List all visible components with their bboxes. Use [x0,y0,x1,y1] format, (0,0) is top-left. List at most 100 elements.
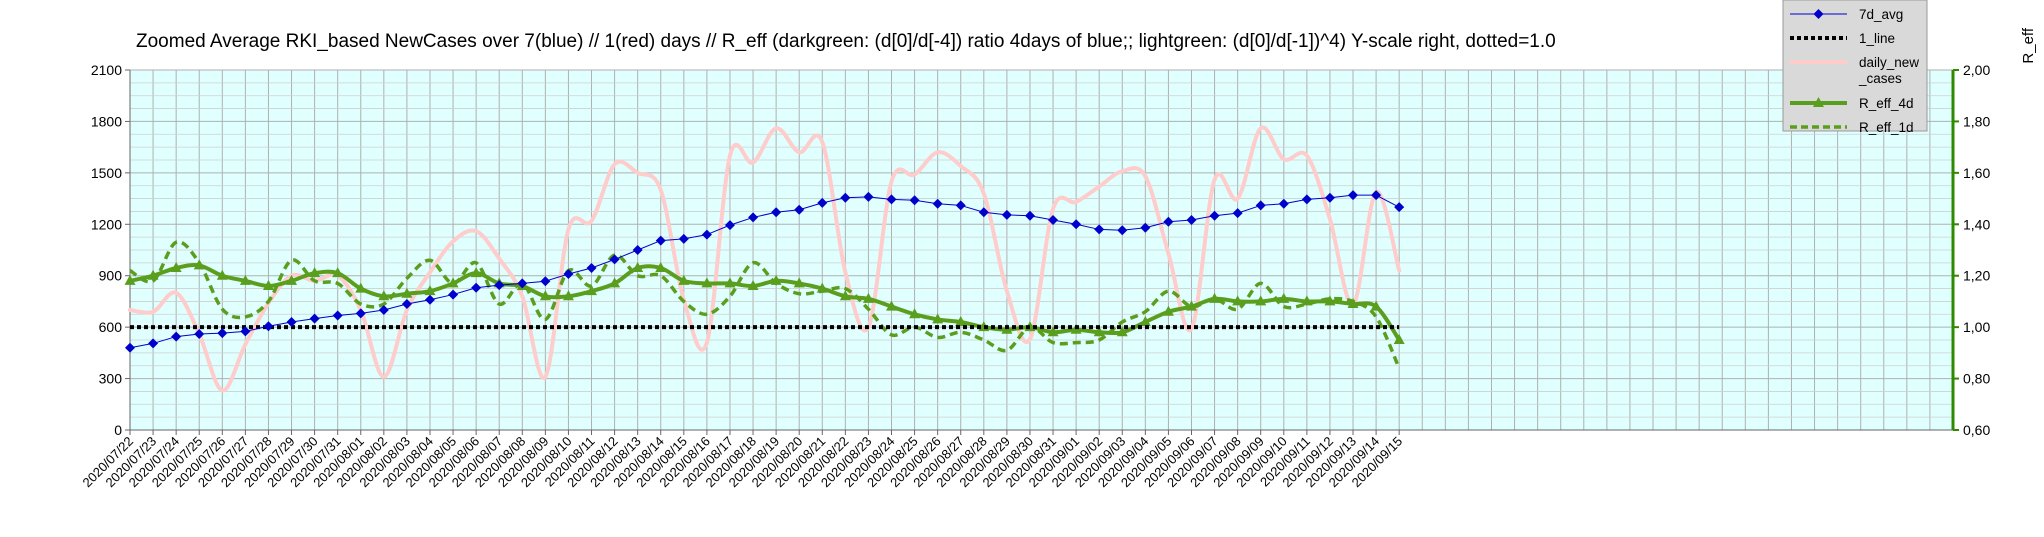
data-point-R-eff-4d [401,287,413,298]
legend-entry-R-eff-4d: R_eff_4d [1790,96,1914,111]
data-point-7d-avg [448,289,459,300]
data-point-7d-avg [1371,190,1382,201]
data-point-7d-avg [794,204,805,215]
y-axis-left: 0 300 600 900 1200 1500 1800 2100 [91,62,131,438]
y-tick-label: 2100 [91,62,122,78]
data-point-7d-avg [632,245,643,255]
y2-tick-label: 0,60 [1963,422,1990,438]
data-point-7d-avg [194,329,205,339]
y-tick-label: 900 [99,268,123,284]
data-point-R-eff-4d [632,262,644,272]
data-point-7d-avg [1394,202,1405,213]
data-point-R-eff-4d [770,274,782,285]
data-point-7d-avg [424,294,435,305]
legend-label: _cases [1858,71,1902,86]
data-point-7d-avg [609,254,620,265]
data-point-7d-avg [1209,210,1220,221]
y2-tick-label: 1,20 [1963,268,1990,284]
data-point-7d-avg [863,191,874,202]
y2-tick-label: 1,00 [1963,319,1990,335]
y-tick-label: 0 [114,422,122,438]
legend-entry-R-eff-1d: R_eff_1d [1790,120,1914,135]
data-point-7d-avg [655,235,666,246]
data-point-R-eff-4d [1393,334,1405,344]
data-point-R-eff-4d [609,277,621,288]
data-point-R-eff-4d [862,292,874,303]
data-point-7d-avg [586,263,597,273]
legend-label: R_eff_1d [1859,120,1914,135]
data-point-R-eff-4d [655,262,667,272]
data-point-R-eff-4d [886,300,898,311]
data-point-7d-avg [401,299,412,309]
data-point-R-eff-4d [747,280,759,290]
data-point-R-eff-4d [839,290,851,301]
data-point-7d-avg [1301,194,1312,205]
data-point-R-eff-4d [562,290,574,301]
legend-label: 1_line [1859,31,1895,46]
data-point-R-eff-4d [1232,295,1244,306]
data-point-R-eff-4d [955,316,967,326]
data-point-7d-avg [978,207,989,218]
data-point-R-eff-4d [1278,292,1290,303]
data-point-7d-avg [517,278,528,289]
y2-tick-label: 2,00 [1963,62,1990,78]
y-tick-label: 300 [99,371,123,387]
data-point-7d-avg [355,308,366,319]
legend-entry-daily-new-cases: daily_new_cases [1790,55,1919,86]
data-point-7d-avg [378,305,389,315]
y2-tick-label: 1,80 [1963,113,1990,129]
data-point-7d-avg [540,276,551,287]
data-point-7d-avg [263,321,274,332]
data-point-7d-avg [1094,224,1105,235]
data-point-R-eff-4d [170,262,182,272]
data-point-R-eff-4d [1139,316,1151,326]
legend-label: daily_new [1859,55,1919,70]
series-layer [124,125,1405,393]
legend-label: R_eff_4d [1859,96,1914,111]
data-point-R-eff-4d [1162,305,1174,316]
data-point-7d-avg [563,269,574,279]
data-point-R-eff-4d [355,282,367,293]
data-point-R-eff-4d [1209,292,1221,303]
data-point-R-eff-4d [1370,300,1382,311]
data-point-7d-avg [309,313,320,324]
data-point-R-eff-4d [724,277,736,288]
data-point-R-eff-4d [932,313,944,324]
data-point-7d-avg [1071,219,1082,230]
data-point-R-eff-4d [1324,295,1336,306]
data-point-R-eff-4d [1185,300,1197,311]
data-point-R-eff-4d [424,285,436,296]
data-point-7d-avg [817,197,828,208]
data-point-7d-avg [240,326,251,337]
data-point-R-eff-4d [539,290,551,301]
data-point-7d-avg [909,195,920,206]
legend: 7d_avg 1_line daily_new_cases R_eff_4d R_eff… [1782,0,1928,135]
data-point-R-eff-4d [909,308,921,319]
data-point-7d-avg [1140,222,1151,233]
data-point-R-eff-4d [447,277,459,288]
data-point-7d-avg [1278,198,1289,209]
data-point-R-eff-4d [470,267,482,278]
data-point-7d-avg [217,328,228,339]
data-point-7d-avg [771,207,782,218]
y-tick-label: 1200 [91,216,122,232]
legend-entry-7d-avg: 7d_avg [1790,7,1903,22]
data-point-R-eff-4d [1347,298,1359,308]
data-point-R-eff-4d [286,274,298,285]
data-point-7d-avg [724,220,735,231]
data-point-7d-avg [886,194,897,205]
data-point-R-eff-4d [1116,326,1128,337]
data-point-R-eff-4d [1301,295,1313,306]
data-point-7d-avg [678,233,689,244]
y-tick-label: 1800 [91,113,122,129]
data-point-R-eff-4d [309,267,321,278]
legend-marker [1813,97,1824,107]
data-point-7d-avg [955,200,966,211]
data-point-R-eff-4d [378,290,390,301]
data-point-R-eff-4d [793,277,805,288]
data-point-7d-avg [701,229,712,240]
data-point-7d-avg [932,198,943,209]
data-point-R-eff-4d [1255,295,1267,306]
data-point-R-eff-4d [262,280,274,290]
